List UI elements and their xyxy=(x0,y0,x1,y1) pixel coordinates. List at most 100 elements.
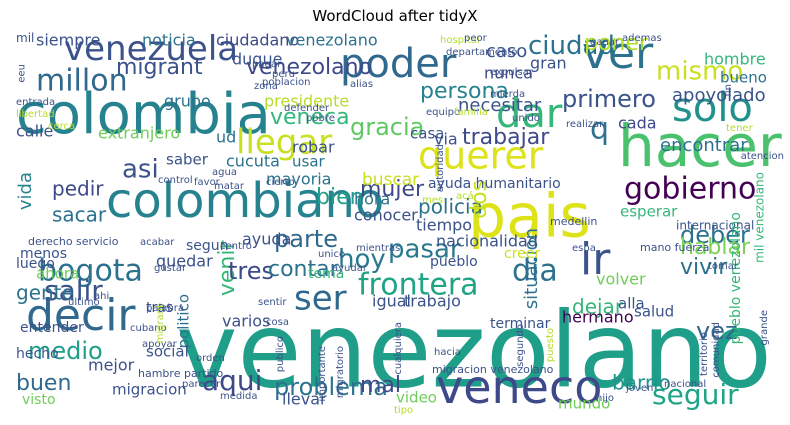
word-alla-110: alla xyxy=(618,295,645,313)
word-millon-18: millon xyxy=(36,64,128,99)
word-asi-31: asi xyxy=(122,155,159,185)
word-hecho-116: hecho xyxy=(16,346,59,362)
word-mundo-122: mundo xyxy=(558,395,610,413)
word-realizar-131: realizar xyxy=(566,119,604,130)
word-persona-29: persona xyxy=(420,79,509,104)
word-cerca-186: cerca xyxy=(48,121,75,132)
word-ayudar-182: ayudar xyxy=(332,263,368,274)
word-segun-96: segun xyxy=(186,238,229,254)
word-gran-66: gran xyxy=(530,54,567,73)
word-entrada-142: entrada xyxy=(16,97,55,108)
word-conocer-89: conocer xyxy=(354,206,418,225)
word-venezolano-0: venezolano xyxy=(176,289,772,411)
word-social-115: social xyxy=(146,343,189,361)
word-bueno-68: bueno xyxy=(720,69,767,87)
word-presidente-75: presidente xyxy=(264,92,349,111)
word-ademas-191: ademas xyxy=(622,33,662,44)
word-policia-47: policia xyxy=(418,195,483,219)
word-medio-37: medio xyxy=(28,337,103,365)
word-vida-60: vida xyxy=(16,172,36,210)
word-acabar-155: acabar xyxy=(140,237,175,248)
word-matar-144: matar xyxy=(214,181,245,192)
word-venezuela-5: venezuela xyxy=(64,32,238,69)
word-q-57: q xyxy=(590,112,609,147)
word-hora-90: hora xyxy=(354,190,390,209)
word-menos-95: menos xyxy=(20,246,67,262)
word-buscar-87: buscar xyxy=(362,170,419,190)
word-cada-63: cada xyxy=(618,114,657,133)
word-necesitar-64: necesitar xyxy=(458,95,542,116)
word-tras-114: tras xyxy=(146,300,173,316)
word-peor-193: peor xyxy=(464,33,488,44)
word-hospital-133: hospital xyxy=(440,35,480,46)
word-terminar-112: terminar xyxy=(490,316,551,332)
word-nunca-65: nunca xyxy=(484,64,533,83)
word-pasar-25: pasar xyxy=(388,235,461,265)
word-medellin-129: medellin xyxy=(550,215,597,228)
word-usar-83: usar xyxy=(292,153,326,171)
word-contar-45: contar xyxy=(268,257,340,282)
word-nacional-174: nacional xyxy=(664,379,706,390)
word-pais-2: pais xyxy=(468,182,591,252)
word-varios-102: varios xyxy=(222,312,270,331)
word-mierda-141: mierda xyxy=(490,89,525,100)
word-grupo-76: grupo xyxy=(164,92,211,111)
word-apoyar-184: apoyar xyxy=(142,339,178,350)
word-hijo-172: hijo xyxy=(596,393,614,404)
word-siempre-70: siempre xyxy=(36,32,100,49)
word-caso-67: caso xyxy=(486,41,527,62)
word-encontrar-62: encontrar xyxy=(660,135,748,156)
word-internacional-93: internacional xyxy=(676,219,754,233)
word-ir-12: ir xyxy=(580,234,611,285)
word-cosa-162: cosa xyxy=(266,317,289,328)
word-pueblo-104: pueblo xyxy=(430,254,478,270)
word-defender-145: defender xyxy=(284,103,330,114)
word-fin-190: fin xyxy=(723,84,734,97)
word-ahora-101: ahora xyxy=(36,265,79,283)
word-parte-33: parte xyxy=(274,225,338,253)
word-quedar-98: quedar xyxy=(156,252,213,271)
word-cubano-163: cubano xyxy=(130,323,167,334)
word-vez-40: vez xyxy=(696,317,738,345)
word-gobierno-16: gobierno xyxy=(624,172,756,207)
word-via-81: via xyxy=(434,130,458,149)
word-palabra-160: palabra xyxy=(146,303,184,314)
word-poblacion-135: poblacion xyxy=(262,77,310,88)
word-ud-79: ud xyxy=(216,128,236,147)
word-esperar-92: esperar xyxy=(620,203,678,221)
word-dos-58: dos xyxy=(467,180,492,219)
word-venezolano-56: venezolano xyxy=(246,55,372,80)
word-hablar-36: hablar xyxy=(680,235,751,260)
word-tema-99: tema xyxy=(308,266,344,282)
chart-title: WordCloud after tidyX xyxy=(312,7,478,25)
word-comunidad-176: comunidad xyxy=(711,322,722,378)
word-familia-148: familia xyxy=(454,107,488,118)
word-unico-183: unico xyxy=(318,249,345,260)
word-visto-119: visto xyxy=(22,392,56,408)
word-hambre-partido-126: hambre partido xyxy=(138,367,224,380)
word-territorio-175: territorio xyxy=(699,332,710,376)
word-mal-41: mal xyxy=(360,373,401,398)
word-mujer-46: mujer xyxy=(360,177,425,202)
word-mes-154: mes xyxy=(422,195,443,206)
word-mayoria-86: mayoria xyxy=(266,170,331,189)
word-igual-107: igual xyxy=(372,292,411,311)
word-ganar-192: ganar xyxy=(590,37,620,48)
word-expulsar-139: expulsar xyxy=(490,67,534,78)
word-ciudadano-72: ciudadano xyxy=(216,32,299,49)
word-favor-153: favor xyxy=(194,177,221,188)
word-colombia-1: colombia xyxy=(16,82,271,147)
word-ultimo-159: ultimo xyxy=(68,297,100,308)
word-extranjero-77: extranjero xyxy=(98,124,180,143)
word-control-150: control xyxy=(158,175,193,186)
word-peru-136: peru xyxy=(272,69,295,80)
word-pagar-134: pagar xyxy=(252,59,282,70)
word-departamento-138: departamento xyxy=(446,47,517,58)
word-joven-173: joven xyxy=(625,383,653,394)
word-segundo-179: segundo xyxy=(515,324,526,367)
word-problema-39: problema xyxy=(274,373,388,401)
word-bogota-21: bogota xyxy=(38,254,143,289)
word-hoy-32: hoy xyxy=(338,245,386,275)
word-mismo-17: mismo xyxy=(656,57,743,87)
word-tres-44: tres xyxy=(228,257,274,285)
